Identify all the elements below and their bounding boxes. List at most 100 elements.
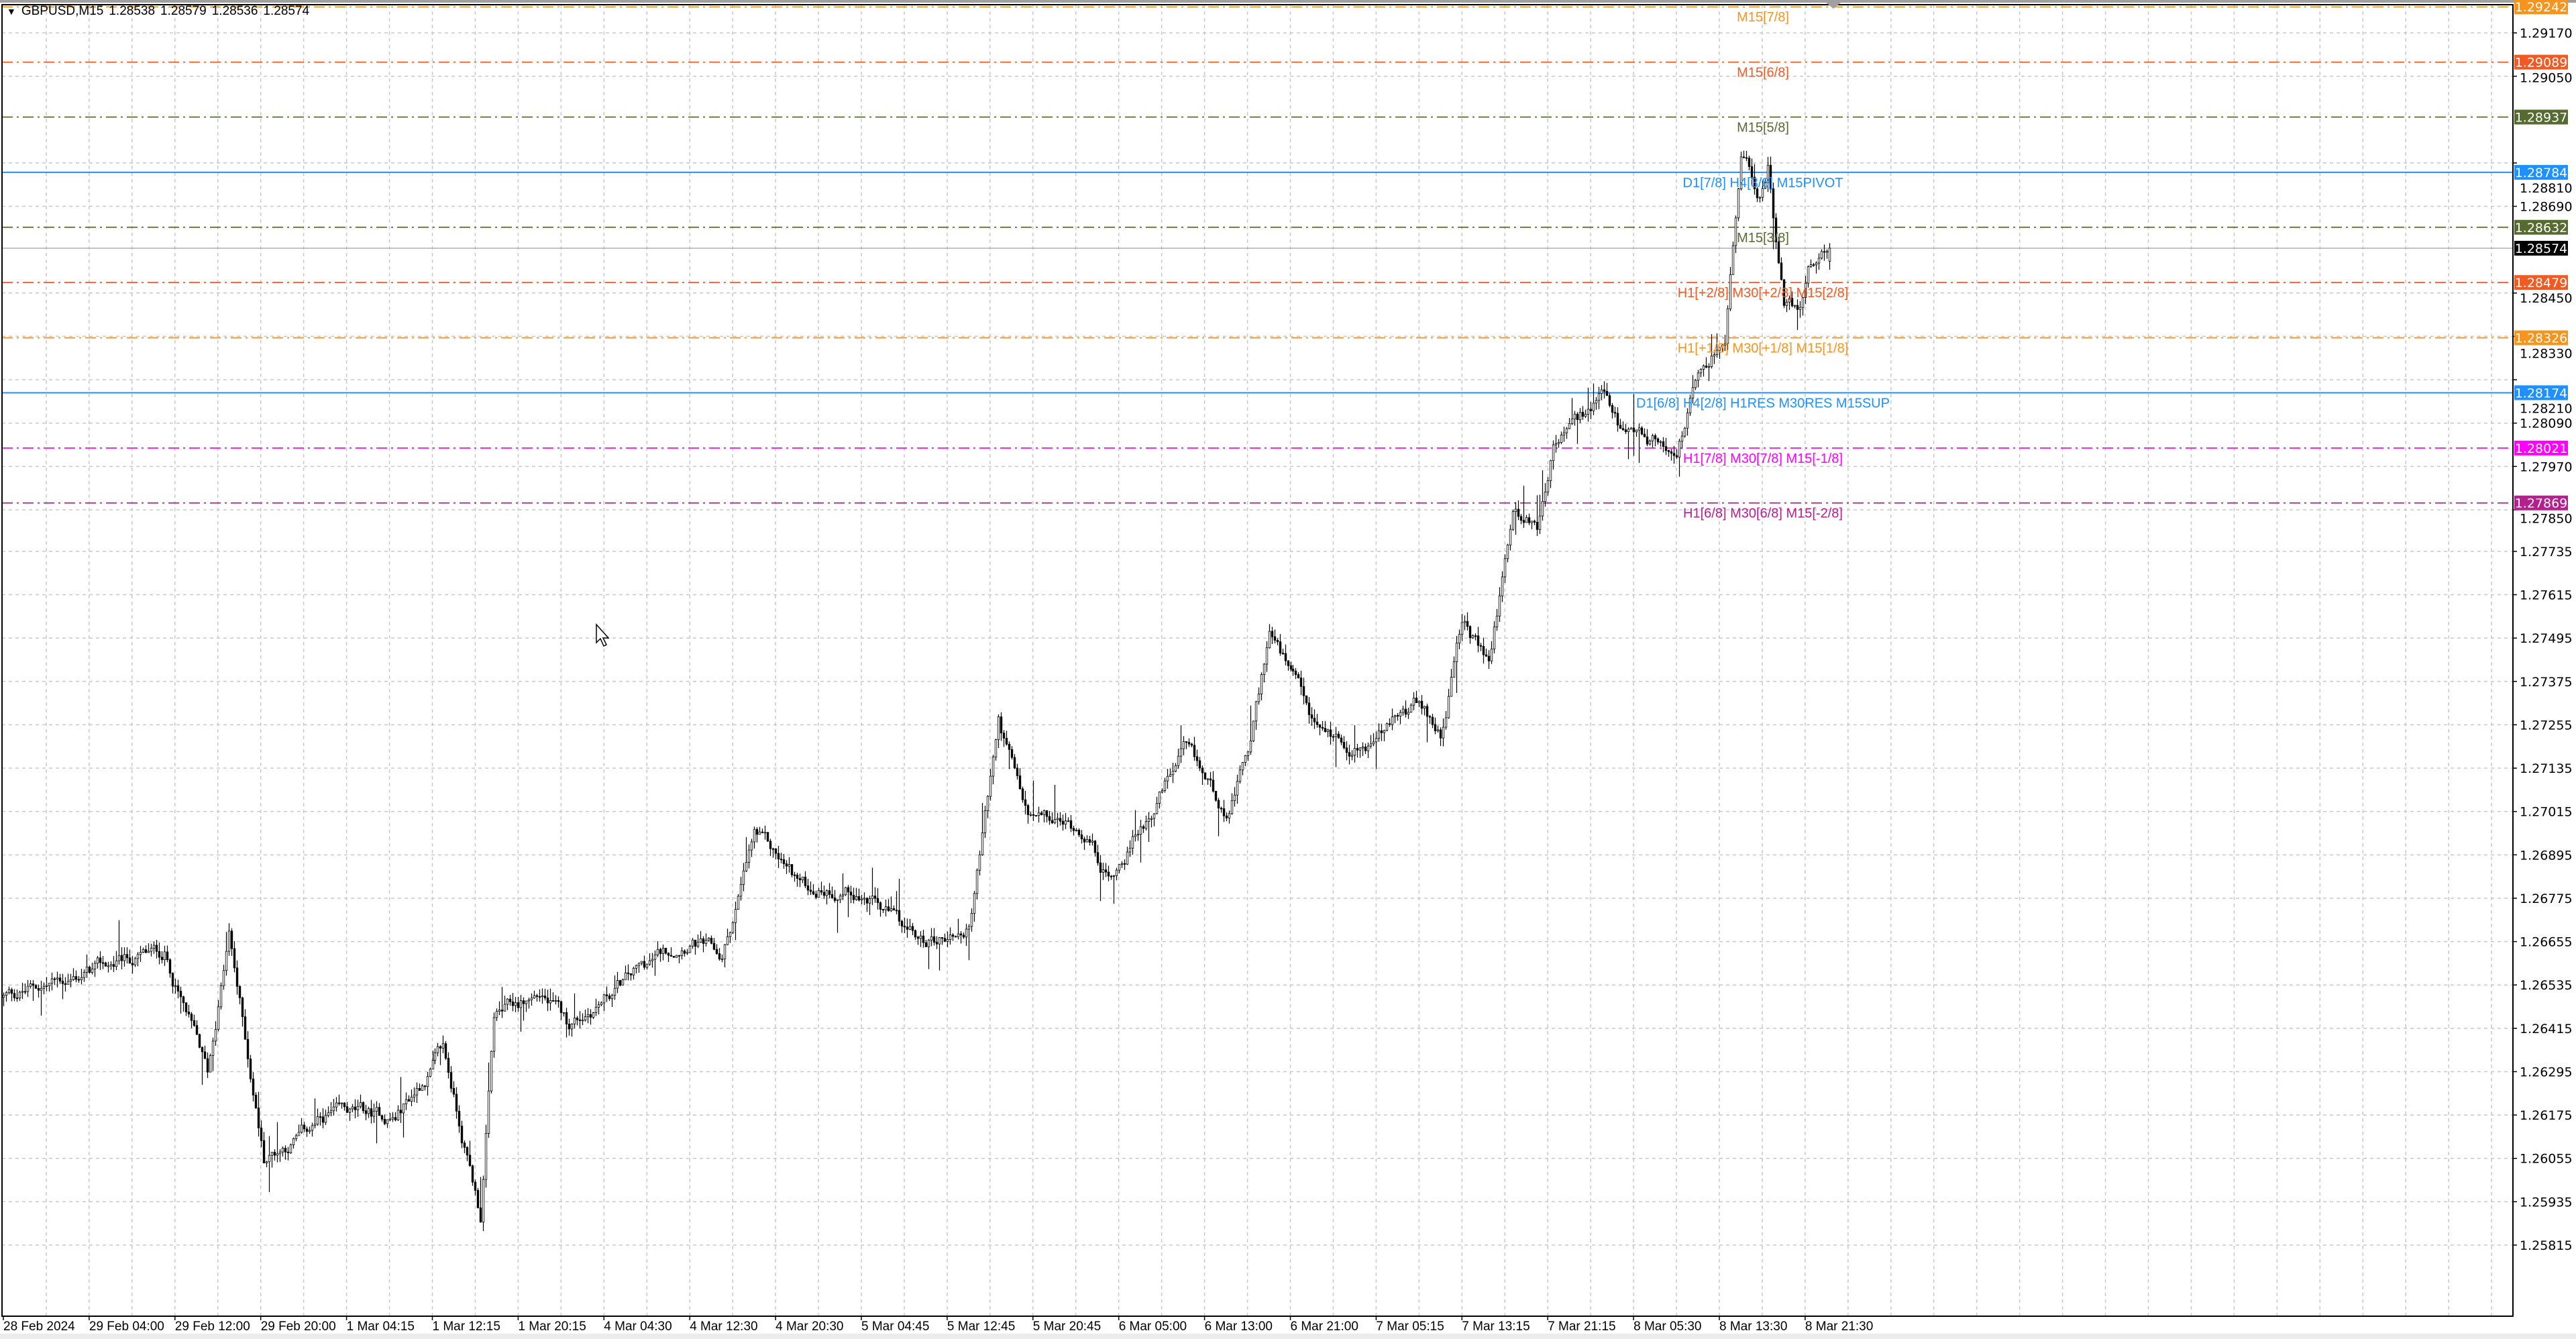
candle — [1289, 661, 1293, 672]
candle — [372, 1104, 376, 1123]
candle-body-bull — [297, 1132, 301, 1136]
candle — [1707, 363, 1711, 382]
candle-body-bull — [431, 1060, 435, 1070]
candle — [653, 950, 657, 976]
level-lines — [2, 6, 2513, 504]
candle-body-bull — [1688, 398, 1692, 413]
candle-body-bear — [305, 1128, 309, 1132]
candle — [1782, 278, 1786, 309]
candle-body-bull — [487, 1090, 490, 1134]
time-tick-label: 5 Mar 20:45 — [1033, 1320, 1101, 1334]
candle — [543, 989, 547, 1001]
candle-body-bull — [1139, 826, 1142, 835]
candle — [533, 990, 536, 999]
candle — [88, 965, 91, 974]
status-strip — [0, 1334, 2576, 1339]
candle-body-bear — [1203, 772, 1207, 780]
candle-body-bull — [597, 1004, 600, 1008]
candle-body-bear — [619, 980, 622, 986]
candle — [973, 891, 976, 922]
candle — [865, 897, 869, 912]
top-border — [0, 0, 2576, 3]
candle-body-bear — [881, 909, 885, 911]
candle — [1587, 387, 1590, 422]
candle-body-bear — [88, 967, 91, 973]
candle-body-bear — [1273, 636, 1277, 641]
candle-body-bull — [1573, 413, 1576, 420]
time-axis[interactable]: 28 Feb 2024 29 Feb 04:00 29 Feb 12:00 29 Fe… — [3, 1316, 1873, 1334]
high-value: 1.28579 — [160, 4, 207, 18]
candle-body-bear — [1466, 621, 1469, 627]
candle-body-bull — [1166, 775, 1169, 782]
level-label: M15[7/8] — [1737, 10, 1789, 25]
candle-body-bear — [284, 1148, 287, 1153]
candle — [712, 938, 716, 951]
candle-body-bear — [1107, 871, 1110, 877]
candle — [680, 947, 684, 960]
candle — [1774, 213, 1778, 250]
candle-body-bull — [530, 998, 533, 1000]
candle — [487, 1062, 490, 1138]
level-price-label: 1.29089 — [2515, 56, 2568, 70]
level-price-label: 1.28632 — [2515, 221, 2568, 235]
candle — [1324, 720, 1327, 733]
candle — [565, 1008, 568, 1038]
price-axis[interactable]: 1.29170 1.29050 1.28810 1.28690 1.28450 1.283… — [2513, 0, 2573, 1253]
time-tick-label: 4 Mar 12:30 — [690, 1320, 757, 1334]
candle-body-bull — [648, 960, 651, 965]
candle-body-bear — [1662, 441, 1665, 447]
candle — [1825, 249, 1829, 259]
candle — [99, 951, 102, 970]
candle-body-bear — [1008, 743, 1011, 750]
candle — [1388, 718, 1391, 727]
candle-body-bull — [441, 1043, 445, 1049]
candle — [763, 825, 767, 840]
candle — [13, 989, 16, 1002]
candle — [1345, 741, 1348, 761]
candle — [710, 935, 713, 945]
candle-body-bear — [1142, 826, 1145, 829]
candle — [1201, 765, 1204, 786]
candle-body-bull — [661, 947, 665, 954]
candle-body-bull — [734, 909, 737, 923]
triangle-down-icon[interactable]: ▼ — [7, 6, 16, 17]
candle-body-bull — [1407, 712, 1410, 715]
candle-body-bull — [860, 898, 863, 901]
candle-body-bull — [1268, 631, 1271, 649]
candle — [421, 1083, 424, 1091]
candle — [1549, 460, 1552, 488]
candle-body-bull — [600, 1002, 603, 1006]
candle — [235, 960, 239, 995]
candle — [514, 997, 517, 1012]
candle — [1358, 747, 1362, 758]
candle-body-bear — [1271, 631, 1274, 637]
candle — [1552, 440, 1555, 470]
candle — [989, 769, 992, 801]
candle-body-bull — [742, 870, 745, 885]
candle — [554, 995, 557, 1005]
candle — [1099, 855, 1102, 902]
price-tick-label: 1.27495 — [2520, 631, 2573, 646]
candle — [1758, 196, 1762, 203]
candle-body-bull — [1629, 427, 1633, 430]
candle-body-bear — [37, 987, 40, 991]
candle — [115, 951, 118, 971]
candle-body-bull — [1444, 717, 1448, 728]
candle-body-bear — [32, 983, 35, 986]
chart-shift-marker-icon[interactable] — [1826, 3, 1841, 9]
level-label: H1[+2/8] M30[+2/8] M15[2/8] — [1678, 286, 1849, 301]
candle — [1815, 261, 1818, 274]
candle — [1761, 180, 1764, 201]
candle — [1702, 364, 1705, 377]
candle-body-bear — [128, 957, 131, 964]
price-tick-label: 1.29170 — [2520, 26, 2573, 41]
candle — [1662, 437, 1665, 453]
candle — [1407, 707, 1410, 719]
candle-body-bear — [1420, 700, 1424, 709]
candle — [1750, 158, 1754, 185]
candle — [1021, 786, 1024, 803]
candle-body-bear — [10, 989, 13, 994]
candle — [1372, 733, 1375, 747]
candle — [1471, 634, 1474, 639]
